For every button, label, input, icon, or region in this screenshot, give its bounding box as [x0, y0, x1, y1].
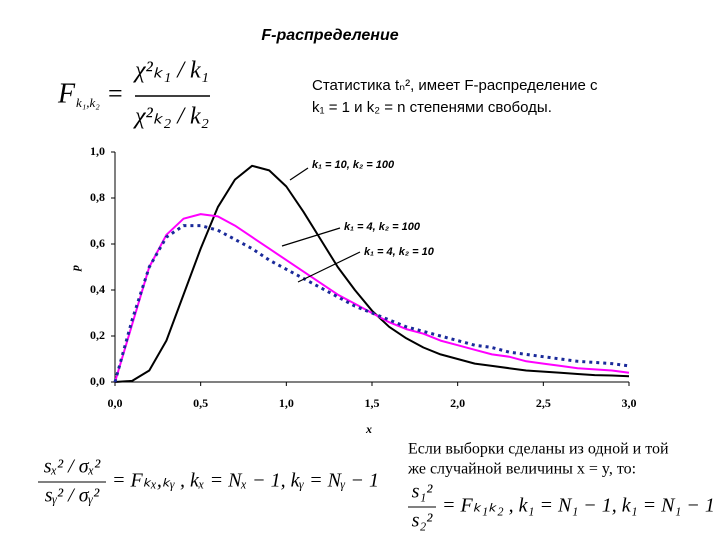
- note: Если выборки сделаны из одной и той: [408, 441, 669, 458]
- formula-left: sₓ² / σₓ² sᵧ² / σᵧ² = Fₖₓ,ₖᵧ , kₓ = Nₓ −…: [38, 456, 379, 507]
- formula-text: sᵧ² / σᵧ²: [45, 485, 100, 507]
- legend-label: k₁ = 4, k₂ = 100: [344, 221, 421, 233]
- formula-text: χ²ₖ₁ / k₁: [133, 58, 209, 84]
- formula-text: k₁,k₂: [76, 95, 100, 110]
- series-line: [114, 164, 630, 383]
- formula-text: F: [57, 78, 76, 109]
- x-tick-label: 0,0: [108, 396, 123, 410]
- formula-text: sₓ² / σₓ²: [44, 456, 102, 478]
- x-tick-label: 0,5: [193, 396, 208, 410]
- formula-text: s₁²: [412, 481, 434, 503]
- y-tick-label: 0,6: [90, 236, 105, 250]
- y-tick-label: 0,2: [90, 328, 105, 342]
- series-line: [113, 224, 630, 383]
- formula-text: s₂²: [412, 510, 434, 532]
- y-tick-label: 1,0: [90, 144, 105, 158]
- y-axis-label: p: [68, 265, 82, 272]
- formula-right: s₁² s₂² = Fₖ₁ₖ₂ , k₁ = N₁ − 1, k₁ = N₁ −…: [408, 481, 715, 532]
- arrow: [297, 251, 361, 283]
- y-tick-label: 0,4: [90, 282, 105, 296]
- x-axis-label: x: [365, 422, 372, 436]
- statement: k₁ = 1 и k₂ = n степенями свободы.: [312, 99, 552, 116]
- y-tick-label: 0,8: [90, 190, 105, 204]
- x-tick-label: 3,0: [622, 396, 637, 410]
- formula-top: F k₁,k₂ = χ²ₖ₁ / k₁ χ²ₖ₂ / k₂: [57, 58, 210, 130]
- plot: 0,0 0,2 0,4 0,6 0,8 1,0 0,0 0,5 1,0 1,5 2,0 2,5 3,0 x…: [68, 144, 637, 436]
- note: же случайной величины x = y, то:: [407, 461, 636, 478]
- x-tick-label: 1,5: [365, 396, 380, 410]
- x-tick-label: 1,0: [279, 396, 294, 410]
- legend-label: k₁ = 4, k₂ = 10: [364, 246, 435, 258]
- formula-text: = Fₖₓ,ₖᵧ , kₓ = Nₓ − 1, kᵧ = Nᵧ − 1: [112, 470, 379, 492]
- series-line: [114, 213, 630, 383]
- arrow: [281, 227, 341, 247]
- x-tick-label: 2,5: [536, 396, 551, 410]
- statement: Статистика tₙ², имеет F-распределение с: [312, 77, 598, 94]
- formula-text: χ²ₖ₂ / k₂: [133, 104, 209, 130]
- x-tick-label: 2,0: [450, 396, 465, 410]
- legend-label: k₁ = 10, k₂ = 100: [312, 159, 395, 171]
- y-tick-label: 0,0: [90, 374, 105, 388]
- chart-title: F-распределение: [261, 27, 398, 44]
- annotation-arrows: [281, 167, 361, 283]
- formula-text: =: [108, 79, 123, 108]
- formula-text: = Fₖ₁ₖ₂ , k₁ = N₁ − 1, k₁ = N₁ − 1: [442, 495, 715, 517]
- arrow: [289, 167, 309, 181]
